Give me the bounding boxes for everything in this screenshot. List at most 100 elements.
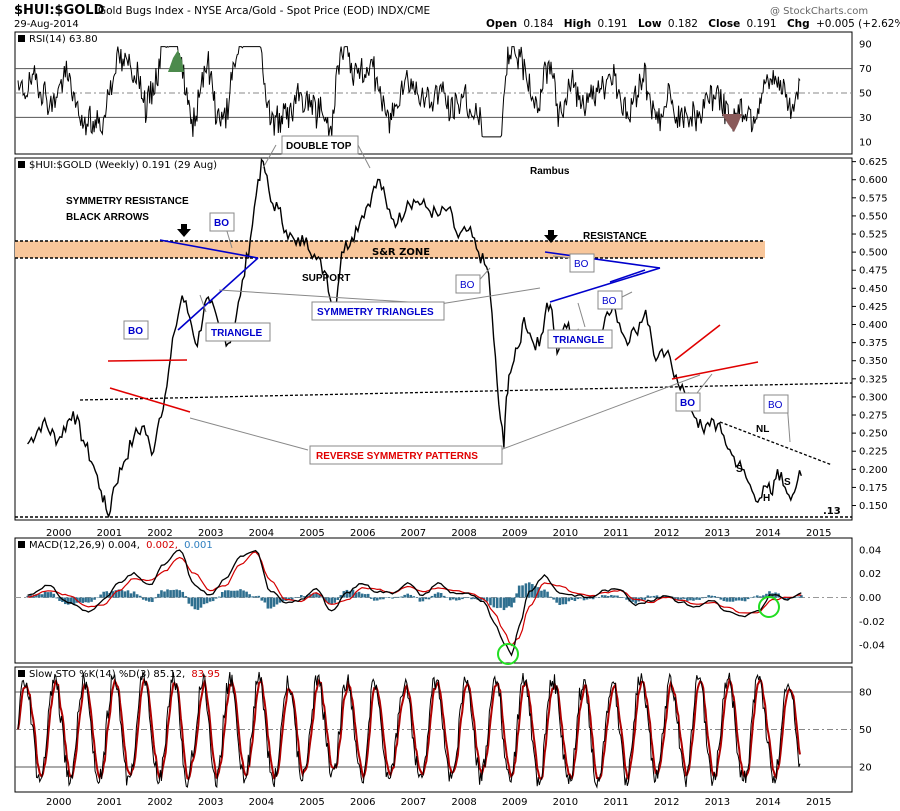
macd-hist-bar bbox=[40, 594, 44, 598]
neckline-long bbox=[79, 382, 853, 401]
sto-ticks: 80 50 20 bbox=[859, 688, 872, 774]
macd-hist-bar bbox=[102, 591, 105, 598]
chart-header: $HUI:$GOLD Gold Bugs Index - NYSE Arca/G… bbox=[14, 3, 900, 30]
sto-year-label: 2015 bbox=[806, 797, 831, 808]
macd-hist-bar bbox=[719, 597, 723, 600]
macd-hist-bar bbox=[534, 586, 537, 598]
macd-hist-bar bbox=[205, 597, 209, 604]
sto-legend: Slow STO %K(14) %D(3) 85.12, 83.95 bbox=[18, 669, 220, 680]
bo-box-2011 bbox=[597, 290, 623, 310]
macd-hist-bar bbox=[756, 595, 759, 598]
macd-hist-bar bbox=[479, 597, 482, 601]
macd-legend: MACD(12,26,9) 0.004, 0.002, 0.001 bbox=[18, 540, 213, 551]
macd-hist-bar bbox=[263, 597, 267, 603]
macd-hist-bar bbox=[230, 590, 233, 598]
macd-tick-label: 0.02 bbox=[859, 569, 881, 580]
price-tick-label: 0.500 bbox=[859, 248, 888, 259]
pointer-double-top-left bbox=[262, 144, 277, 169]
pointer-symmetry-2 bbox=[439, 287, 541, 305]
macd-hist-bar bbox=[492, 597, 496, 608]
macd-hist-bar bbox=[372, 597, 376, 601]
macd-hist-bar bbox=[357, 591, 361, 598]
price-tick-label: 0.450 bbox=[859, 284, 888, 295]
macd-hist-bar bbox=[254, 596, 257, 598]
macd-hist-bar bbox=[208, 597, 212, 602]
macd-hist-bar bbox=[752, 596, 756, 598]
price-panel: S&R ZONE .13 0.6250.6000.5750.5500.5250.… bbox=[14, 135, 888, 539]
reverse-symmetry-label: REVERSE SYMMETRY PATTERNS bbox=[316, 451, 478, 462]
right-shoulder-label: S bbox=[784, 477, 791, 488]
macd-hist-bar bbox=[528, 582, 531, 598]
price-tick-label: 0.575 bbox=[859, 193, 888, 204]
macd-hist-bar bbox=[211, 597, 215, 602]
macd-hist-bar bbox=[52, 593, 56, 598]
macd-hist-bar bbox=[327, 597, 330, 604]
macd-hist-bar bbox=[740, 597, 744, 601]
macd-hist-bar bbox=[151, 597, 154, 603]
arrow-down-icon bbox=[544, 230, 558, 243]
macd-hist-bar bbox=[442, 595, 446, 598]
macd-hist-bar bbox=[604, 595, 607, 598]
macd-hist-bar bbox=[287, 597, 291, 601]
macd-hist-bar bbox=[90, 597, 93, 602]
bo-label-2012: BO bbox=[680, 398, 695, 409]
macd-hist-bar bbox=[123, 591, 127, 598]
macd-hist-bar bbox=[634, 597, 637, 604]
macd-hist-bar bbox=[96, 597, 99, 599]
macd-hist-bar bbox=[616, 595, 619, 598]
macd-hist-bar bbox=[312, 593, 315, 598]
rsi-tick-label: 90 bbox=[859, 40, 872, 51]
annotation-labels: DOUBLE TOP SYMMETRY RESISTANCE BLACK ARR… bbox=[66, 135, 791, 504]
macd-hist-bar bbox=[409, 594, 413, 598]
macd-legend-value: MACD(12,26,9) 0.004, bbox=[29, 540, 140, 551]
macd-tick-label: 0.00 bbox=[859, 593, 881, 604]
macd-hist-bar bbox=[324, 597, 327, 602]
macd-hist-bar bbox=[619, 597, 622, 598]
macd-hist-bar bbox=[300, 595, 303, 598]
macd-hist-bar bbox=[649, 596, 653, 598]
date-label: 29-Aug-2014 bbox=[14, 19, 79, 30]
resistance-label: RESISTANCE bbox=[583, 231, 647, 242]
macd-hist-bar bbox=[728, 597, 732, 602]
black-arrows bbox=[177, 224, 558, 243]
macd-hist-bar bbox=[689, 597, 692, 601]
symmetry-resistance-label: SYMMETRY RESISTANCE bbox=[66, 196, 189, 207]
sto-year-label: 2010 bbox=[553, 797, 578, 808]
red-trendline-2012b bbox=[671, 361, 759, 380]
macd-hist-bar bbox=[640, 597, 644, 601]
macd-hist-bar bbox=[445, 597, 449, 598]
price-tick-label: 0.625 bbox=[859, 157, 888, 168]
macd-hist-bar bbox=[540, 590, 543, 598]
macd-hist-bar bbox=[424, 597, 428, 600]
high-label: High bbox=[564, 18, 591, 30]
macd-hist-bar bbox=[412, 596, 416, 598]
symmetry-triangles-label: SYMMETRY TRIANGLES bbox=[317, 307, 434, 318]
bo-box-2008 bbox=[455, 274, 481, 294]
macd-hist-bar bbox=[345, 589, 349, 598]
macd-hist-bar bbox=[698, 597, 701, 600]
rsi-panel: RSI(14) 63.80 90 70 50 30 10 bbox=[14, 31, 872, 155]
macd-hist-bar bbox=[707, 595, 710, 598]
macd-hist-bar bbox=[573, 597, 577, 602]
sto-year-label: 2001 bbox=[97, 797, 122, 808]
macd-hist-bar bbox=[32, 595, 35, 598]
macd-hist-bar bbox=[388, 597, 391, 599]
macd-hist-bar bbox=[172, 589, 175, 598]
price-tick-label: 0.425 bbox=[859, 302, 888, 313]
macd-hist-bar bbox=[72, 597, 76, 605]
macd-legend-swatch bbox=[18, 541, 25, 548]
price-tick-label: 0.325 bbox=[859, 374, 888, 385]
macd-hist-bar bbox=[610, 594, 613, 598]
macd-hist-bar bbox=[505, 597, 508, 608]
author-label: Rambus bbox=[530, 166, 570, 177]
macd-hist-bar bbox=[169, 590, 172, 598]
macd-hist-bar bbox=[293, 597, 297, 599]
macd-hist-bar bbox=[117, 589, 121, 598]
double-top-box bbox=[281, 135, 359, 155]
sto-year-label: 2012 bbox=[654, 797, 679, 808]
stockcharts-watermark: @ StockCharts.com bbox=[770, 6, 868, 17]
macd-hist-bar bbox=[664, 595, 668, 598]
macd-tick-label: -0.02 bbox=[859, 617, 885, 628]
price-tick-label: 0.225 bbox=[859, 447, 888, 458]
macd-hist-bar bbox=[704, 596, 707, 598]
